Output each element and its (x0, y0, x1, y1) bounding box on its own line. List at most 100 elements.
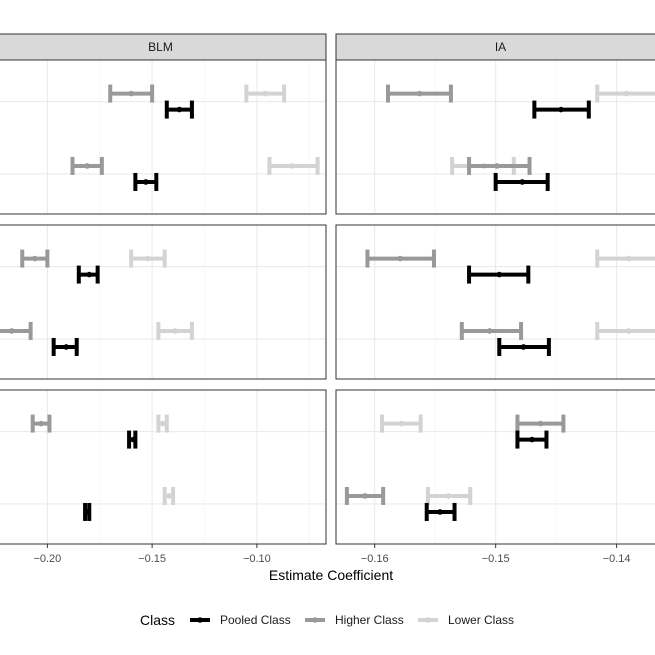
error-bar (467, 265, 531, 284)
legend-label: Lower Class (448, 613, 514, 627)
error-bar (244, 84, 287, 103)
point-estimate (86, 271, 93, 278)
point-estimate (437, 509, 443, 515)
x-tick-label: −0.10 (243, 553, 271, 565)
error-bar (156, 414, 169, 433)
point-estimate (143, 179, 149, 185)
facet-panel (0, 59, 327, 215)
error-bar (127, 430, 138, 449)
point-estimate (519, 179, 526, 185)
point-estimate (84, 163, 90, 169)
point-estimate (529, 436, 535, 443)
legend-title: Class (140, 612, 175, 628)
error-bar (595, 321, 655, 340)
point-estimate (397, 255, 403, 262)
point-estimate (445, 493, 452, 499)
error-bar (20, 249, 50, 268)
facet-strip (0, 33, 327, 61)
point-estimate (128, 90, 134, 97)
error-bar (424, 502, 457, 521)
point-estimate (416, 90, 423, 97)
error-bar (497, 337, 551, 356)
error-bar (267, 156, 320, 175)
x-tick-label: −0.15 (138, 553, 166, 565)
error-bar (532, 100, 591, 119)
point-estimate (362, 493, 368, 499)
x-tick-label: −0.14 (603, 553, 631, 565)
facet-strip (335, 33, 655, 61)
error-bar (76, 265, 100, 284)
error-bar (515, 414, 566, 433)
point-estimate (623, 90, 630, 97)
point-estimate (494, 163, 500, 169)
error-bar (379, 414, 423, 433)
facet-strip-label: BLM (148, 40, 173, 54)
point-estimate (289, 163, 296, 169)
error-bar (164, 100, 194, 119)
error-bar (515, 430, 549, 449)
error-bar (156, 321, 194, 340)
error-bar (595, 84, 655, 103)
legend-entry: Higher Class (305, 613, 404, 627)
point-estimate (520, 344, 527, 350)
point-estimate (130, 436, 137, 443)
facet-panel (0, 224, 327, 380)
x-tick-label: −0.20 (33, 553, 61, 565)
legend-entry: Pooled Class (190, 613, 291, 627)
point-estimate (625, 328, 632, 334)
error-bar (129, 249, 167, 268)
error-bar (467, 156, 532, 175)
point-estimate (159, 420, 166, 427)
panel-border (0, 224, 327, 380)
point-estimate (8, 328, 15, 334)
point-estimate (486, 328, 493, 334)
point-estimate (537, 420, 544, 427)
panel-border (335, 224, 655, 380)
error-bar (0, 321, 33, 340)
facet-panel (335, 59, 655, 215)
point-estimate (496, 271, 503, 278)
point-estimate (176, 106, 183, 113)
error-bar (108, 84, 155, 103)
error-bar (459, 321, 524, 340)
point-estimate (398, 420, 405, 427)
legend-label: Pooled Class (220, 613, 291, 627)
point-estimate (172, 328, 178, 334)
x-axis-title: Estimate Coefficient (269, 567, 393, 583)
point-estimate (625, 255, 632, 262)
panel-border (335, 389, 655, 545)
point-estimate (558, 106, 564, 113)
point-estimate (262, 90, 269, 97)
error-bar (386, 84, 453, 103)
point-estimate (63, 344, 70, 350)
point-estimate (166, 493, 172, 499)
legend-label: Higher Class (335, 613, 404, 627)
facet-panel (335, 224, 655, 380)
panel-border (0, 59, 327, 215)
error-bar (425, 486, 473, 505)
panel-border (0, 389, 327, 545)
error-bar (162, 486, 176, 505)
x-tick-label: −0.15 (482, 553, 510, 565)
error-bar (365, 249, 436, 268)
facet-panel (335, 389, 655, 545)
error-bar (51, 337, 79, 356)
error-bar (30, 414, 52, 433)
facet-strip-label: IA (495, 40, 506, 54)
point-estimate (38, 420, 44, 427)
error-bar (493, 172, 550, 191)
point-estimate (145, 255, 151, 262)
x-tick-label: −0.16 (361, 553, 389, 565)
legend: Class Pooled Class Higher Class Lower Clas… (140, 612, 514, 628)
panel-border (335, 59, 655, 215)
error-bar (83, 502, 92, 521)
facet-panel (0, 389, 327, 545)
error-bar (70, 156, 104, 175)
error-bar (133, 172, 159, 191)
error-bar (595, 249, 655, 268)
point-estimate (32, 255, 38, 262)
legend-entry: Lower Class (418, 613, 514, 627)
facet-panels: BLM −0.20 −0.15 −0.10 IA −0.16 −0.15 −0.14 (0, 33, 655, 565)
point-estimate (84, 509, 90, 515)
